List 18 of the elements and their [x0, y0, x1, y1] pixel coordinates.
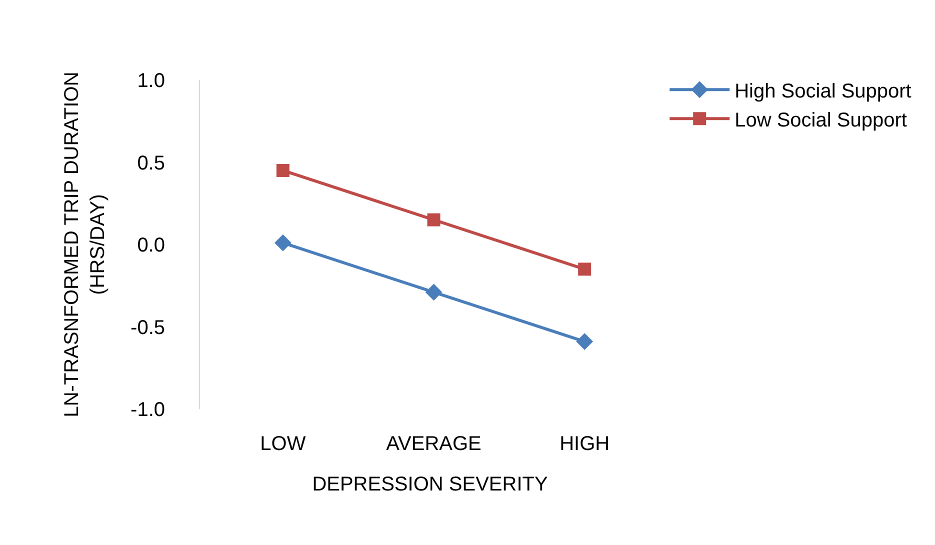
x-axis-title: DEPRESSION SEVERITY — [312, 474, 548, 496]
legend-label: Low Social Support — [734, 109, 908, 132]
y-tick-label: -0.5 — [130, 316, 165, 339]
y-tick-label: 0.5 — [137, 152, 165, 174]
point — [427, 213, 440, 226]
y-tick-label: -1.0 — [130, 399, 165, 421]
x-tick-label: LOW — [260, 433, 306, 455]
x-tick-label: HIGH — [560, 433, 610, 455]
legend-label: High Social Support — [734, 80, 912, 102]
y-axis-title: LN-TRASNFORMED TRIP DURATION (HRS/DAY) — [61, 72, 110, 418]
point — [576, 333, 594, 350]
point — [578, 262, 592, 276]
y-tick-label: 1.0 — [137, 70, 165, 92]
x-tick-label: AVERAGE — [386, 433, 482, 455]
point — [274, 234, 292, 252]
point — [425, 284, 442, 301]
point — [276, 164, 290, 177]
y-tick-label: 0.0 — [137, 234, 165, 256]
